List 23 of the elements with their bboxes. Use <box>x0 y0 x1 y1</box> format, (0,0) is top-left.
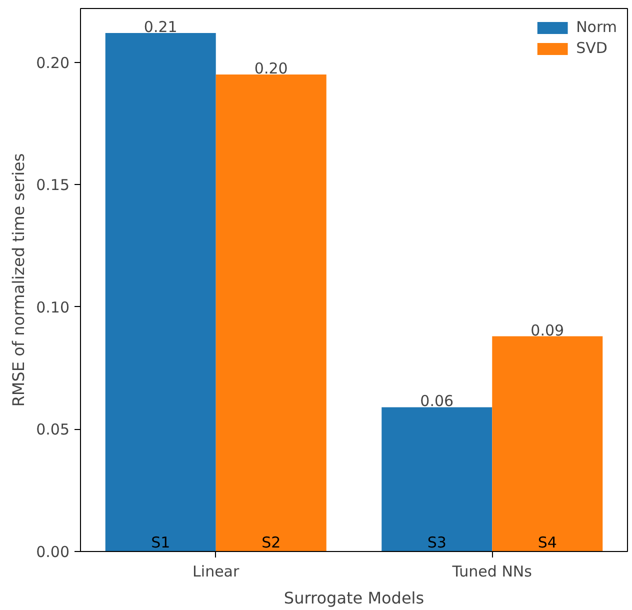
data-label: 0.20 <box>254 60 288 78</box>
annotation: S4 <box>538 534 557 552</box>
bar <box>492 336 603 552</box>
data-label: 0.09 <box>530 321 564 340</box>
x-tick-label: Linear <box>192 562 240 580</box>
annotation: S2 <box>262 534 281 552</box>
y-tick-label: 0.10 <box>36 298 70 316</box>
y-tick-label: 0.00 <box>36 543 70 561</box>
y-tick-label: 0.15 <box>36 176 70 194</box>
bar <box>216 74 326 552</box>
bar <box>382 407 492 552</box>
x-tick-label: Tuned NNs <box>451 562 532 580</box>
legend-label: SVD <box>576 39 608 57</box>
annotation: S1 <box>151 534 170 552</box>
x-axis-title: Surrogate Models <box>284 588 424 608</box>
y-tick-label: 0.05 <box>36 420 70 439</box>
y-axis-title: RMSE of normalized time series <box>9 153 28 407</box>
data-label: 0.06 <box>420 392 454 410</box>
data-label: 0.21 <box>144 18 178 36</box>
y-tick-label: 0.20 <box>36 54 70 72</box>
annotation: S3 <box>427 534 446 552</box>
legend-label: Norm <box>576 18 617 36</box>
bar <box>105 32 216 552</box>
